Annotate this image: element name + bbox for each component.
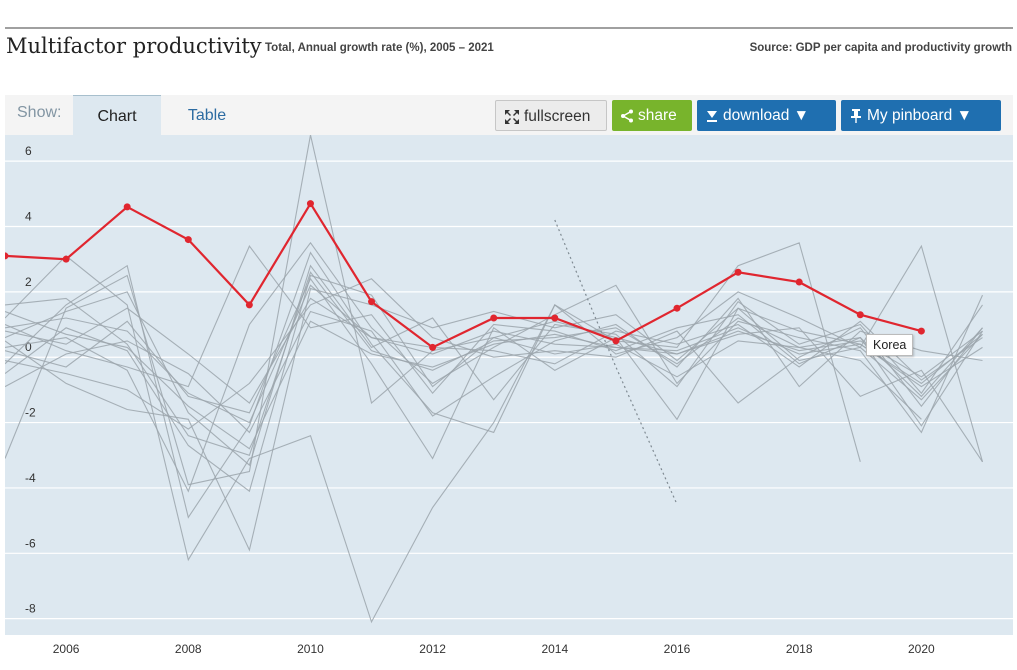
download-label: download ▼ xyxy=(723,107,810,124)
series-line xyxy=(5,241,984,493)
series-line xyxy=(5,297,983,434)
plot-background xyxy=(5,135,1013,635)
x-tick-label: 2010 xyxy=(297,642,324,656)
x-tick-label: 2008 xyxy=(174,642,202,656)
series-line xyxy=(5,271,983,456)
series-line xyxy=(5,264,983,467)
show-label: Show: xyxy=(17,104,62,121)
y-tick-label: 0 xyxy=(25,340,32,354)
korea-line xyxy=(5,201,922,349)
korea-point xyxy=(123,203,131,211)
korea-point xyxy=(795,278,803,286)
y-tick-label: -2 xyxy=(25,406,36,420)
chart-area: -8 -6 -4 -2 0 2 4 6 xyxy=(5,135,1013,635)
series-tooltip: Korea xyxy=(866,334,914,356)
korea-point xyxy=(490,314,498,322)
x-tick-label: 2012 xyxy=(419,642,446,656)
fullscreen-label: fullscreen xyxy=(524,108,591,125)
download-icon xyxy=(707,110,717,122)
korea-point xyxy=(184,236,192,244)
x-tick-label: 2018 xyxy=(785,642,813,656)
fullscreen-icon xyxy=(505,109,519,124)
page-title: Multifactor productivity xyxy=(6,34,262,58)
korea-point xyxy=(917,327,925,335)
fullscreen-button[interactable]: fullscreen xyxy=(495,100,607,131)
x-tick-label: 2016 xyxy=(663,642,691,656)
korea-point xyxy=(245,301,253,309)
x-tick-label: 2020 xyxy=(908,642,935,656)
series-line xyxy=(5,245,983,427)
top-rule xyxy=(5,27,1013,29)
tab-chart[interactable]: Chart xyxy=(73,95,161,135)
series-line xyxy=(5,251,983,519)
y-tick-label: -4 xyxy=(25,471,36,485)
korea-point xyxy=(551,314,559,322)
tab-table[interactable]: Table xyxy=(187,107,227,124)
y-tick-label: 2 xyxy=(25,275,32,289)
x-tick-label: 2014 xyxy=(541,642,569,656)
chart-toolbar: Show: Chart Table fullscreen share downl… xyxy=(5,95,1013,135)
series-line xyxy=(5,242,861,624)
y-tick-label: -6 xyxy=(25,536,36,550)
y-tick-label: 6 xyxy=(25,144,32,158)
pinboard-label: My pinboard ▼ xyxy=(867,107,972,124)
pin-icon xyxy=(851,108,861,123)
share-label: share xyxy=(638,107,677,124)
korea-point xyxy=(612,337,620,345)
pinboard-button[interactable]: My pinboard ▼ xyxy=(841,100,1001,131)
share-button[interactable]: share xyxy=(612,100,692,131)
source-note: Source: GDP per capita and productivity … xyxy=(749,42,1012,54)
share-icon xyxy=(621,109,633,123)
x-axis: 2006 2008 2010 2012 2014 2016 2018 2020 xyxy=(5,638,1013,662)
korea-point xyxy=(734,268,742,276)
korea-point xyxy=(856,311,864,319)
chart-subtitle: Total, Annual growth rate (%), 2005 – 20… xyxy=(265,42,494,54)
series-line xyxy=(5,278,983,430)
line-chart: -8 -6 -4 -2 0 2 4 6 xyxy=(5,135,1013,635)
download-button[interactable]: download ▼ xyxy=(697,100,836,131)
korea-point xyxy=(673,304,681,312)
x-tick-label: 2006 xyxy=(52,642,80,656)
y-tick-label: 4 xyxy=(25,210,32,224)
series-line xyxy=(5,274,922,493)
korea-point xyxy=(368,298,376,306)
korea-point xyxy=(62,255,70,263)
korea-point xyxy=(429,343,437,351)
korea-point xyxy=(306,200,314,208)
korea-point xyxy=(5,252,9,260)
y-tick-label: -8 xyxy=(25,602,36,616)
